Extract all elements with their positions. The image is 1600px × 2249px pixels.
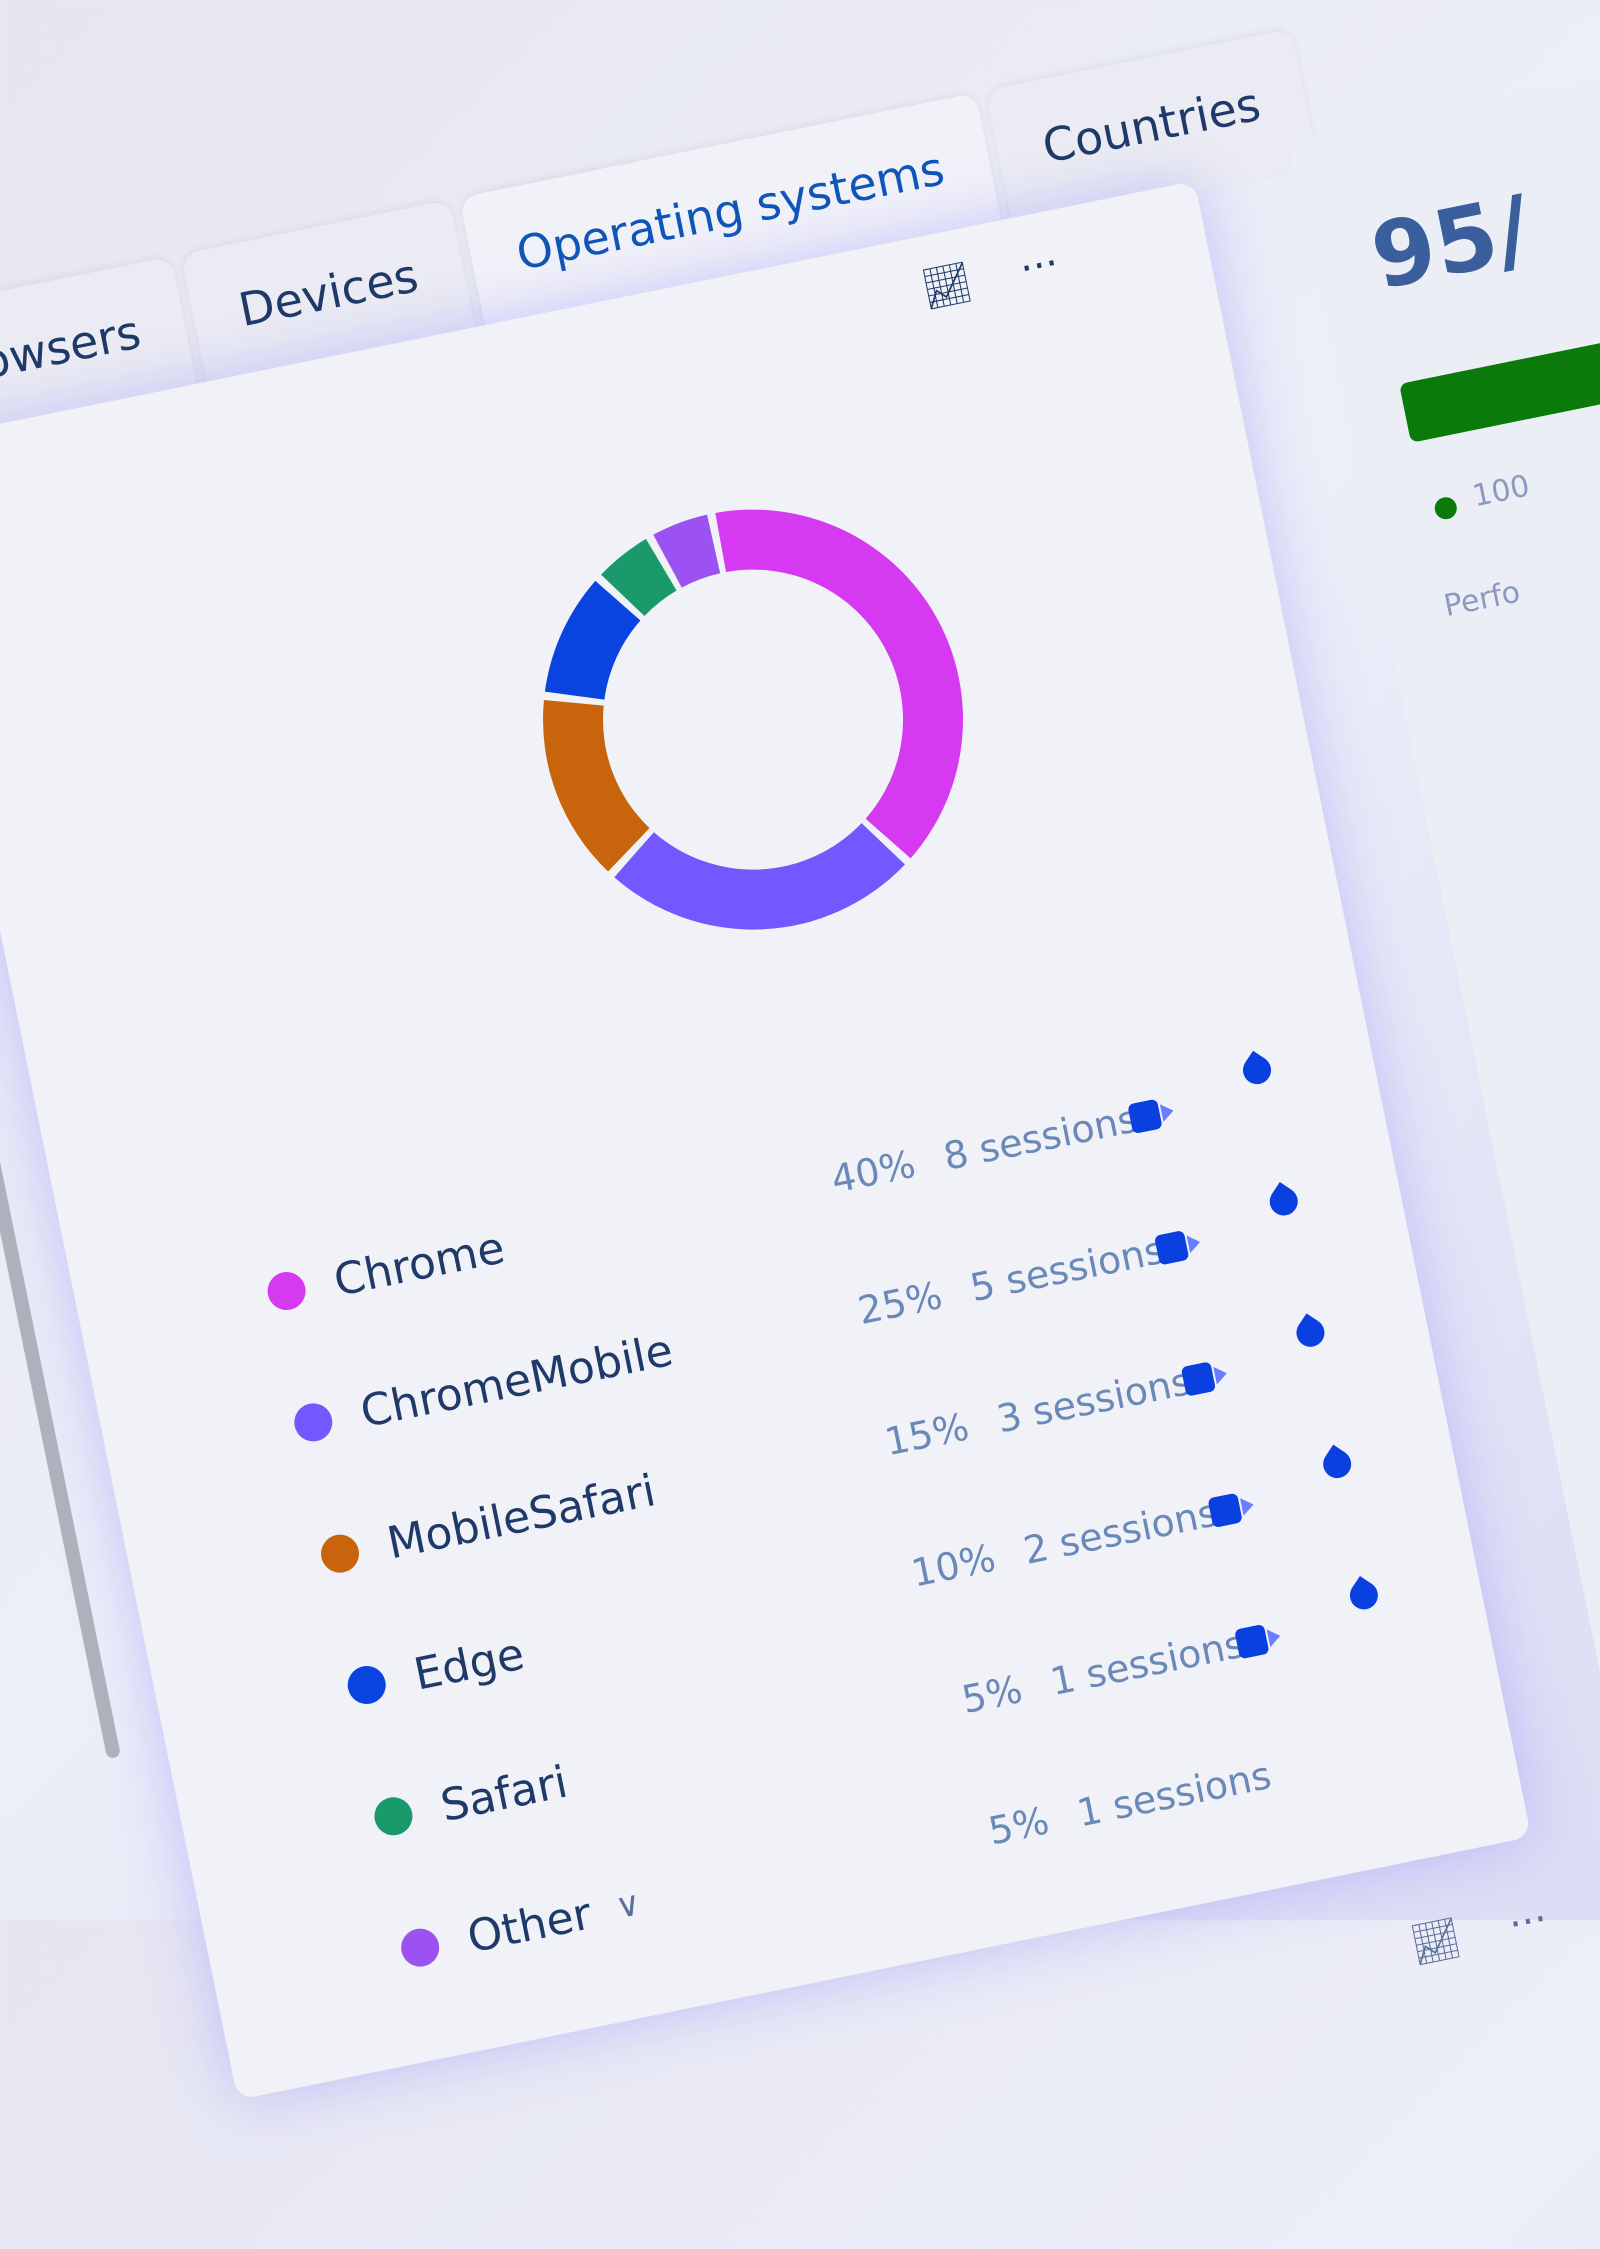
- video-icon[interactable]: [1154, 1230, 1190, 1266]
- video-icon[interactable]: [1180, 1361, 1217, 1397]
- chart-export-icon[interactable]: 📈︎: [1406, 1914, 1466, 1970]
- donut-segment-other[interactable]: [651, 514, 721, 591]
- more-dots-icon[interactable]: ···: [1504, 1895, 1552, 1949]
- percent-value: 15%: [880, 1404, 973, 1465]
- legend-dot: [1432, 495, 1459, 522]
- sessions-count: 1 sessions: [1073, 1753, 1275, 1836]
- legend-label: MobileSafari: [382, 1464, 660, 1569]
- sessions-count: 5 sessions: [966, 1227, 1168, 1311]
- breakdown-card: 📈︎ ··· Chrome 40% 8 sessions ChromeMobile…: [0, 180, 1551, 2101]
- legend-label: Edge: [409, 1628, 529, 1701]
- legend-label: Other: [463, 1887, 596, 1963]
- score-bar: [1399, 284, 1600, 443]
- panel-caption: Perfo: [1440, 574, 1524, 625]
- donut-segment-safari[interactable]: [596, 535, 680, 623]
- more-dots-icon[interactable]: ···: [1016, 240, 1063, 293]
- percent-value: 10%: [907, 1535, 1000, 1596]
- legend-text: 100: [1469, 468, 1533, 515]
- percent-value: 25%: [854, 1273, 946, 1333]
- sessions-count: 8 sessions: [939, 1096, 1142, 1179]
- chevron-down-icon[interactable]: ∨: [612, 1883, 645, 1928]
- donut-segment-chromemobile[interactable]: [607, 784, 912, 958]
- video-icon[interactable]: [1234, 1623, 1270, 1660]
- legend-dot: [290, 1399, 336, 1445]
- drop-icon[interactable]: [1317, 1444, 1357, 1484]
- legend-dot: [264, 1268, 309, 1314]
- card-toolbar: 📈︎ ···: [917, 240, 1063, 314]
- legend-list: Chrome 40% 8 sessions ChromeMobile 25% 5 s…: [255, 1020, 1444, 2017]
- drop-icon[interactable]: [1237, 1050, 1277, 1090]
- legend-dot: [344, 1662, 390, 1708]
- legend-label: Chrome: [329, 1221, 509, 1307]
- legend-dot: [397, 1925, 443, 1971]
- donut-segment-edge[interactable]: [525, 574, 654, 711]
- drop-icon[interactable]: [1264, 1182, 1304, 1221]
- percent-value: 5%: [958, 1666, 1026, 1723]
- sessions-count: 1 sessions: [1046, 1621, 1249, 1705]
- chart-export-icon[interactable]: 📈︎: [917, 258, 977, 314]
- sessions-count: 2 sessions: [1019, 1490, 1222, 1573]
- score-value: 95/: [1363, 176, 1540, 311]
- drop-icon[interactable]: [1344, 1575, 1384, 1615]
- donut-chart: [525, 472, 992, 958]
- sessions-count: 3 sessions: [993, 1359, 1195, 1442]
- donut-segment-chrome[interactable]: [714, 472, 992, 883]
- percent-value: 40%: [827, 1141, 920, 1202]
- drop-icon[interactable]: [1291, 1313, 1330, 1353]
- percent-value: 5%: [984, 1798, 1053, 1854]
- video-icon[interactable]: [1127, 1098, 1163, 1135]
- legend-label: Safari: [436, 1756, 572, 1832]
- legend-dot: [371, 1793, 416, 1839]
- legend-dot: [317, 1531, 363, 1577]
- donut-segment-mobilesafari[interactable]: [535, 684, 656, 879]
- legend-label: ChromeMobile: [356, 1324, 677, 1438]
- video-icon[interactable]: [1207, 1492, 1243, 1529]
- lower-card-toolbar: 📈︎ ···: [1406, 1896, 1552, 1970]
